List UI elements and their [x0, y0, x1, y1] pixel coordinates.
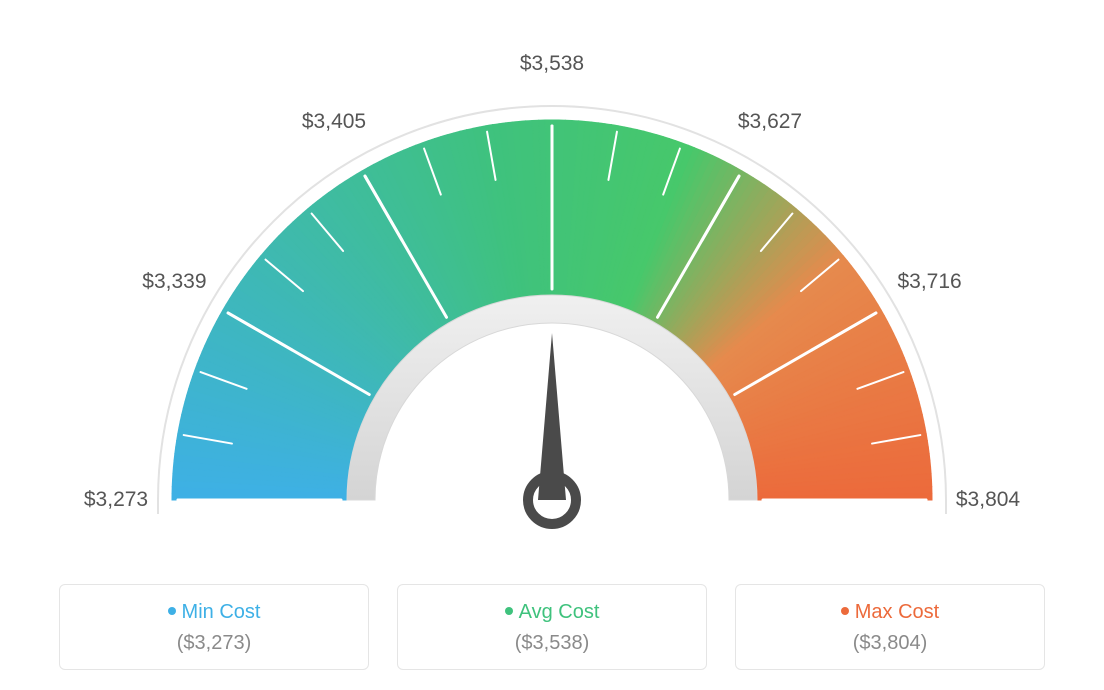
legend-min-value: ($3,273) — [60, 632, 368, 655]
gauge-tick-label: $3,804 — [956, 488, 1020, 512]
legend-card-avg: Avg Cost ($3,538) — [397, 584, 707, 670]
legend-avg-title: Avg Cost — [398, 601, 706, 624]
legend-row: Min Cost ($3,273) Avg Cost ($3,538) Max … — [0, 584, 1104, 670]
gauge-chart: $3,273 $3,339 $3,405 $3,538 $3,627 $3,716 $3,8… — [0, 0, 1104, 560]
gauge-tick-label: $3,716 — [897, 270, 961, 294]
legend-card-max: Max Cost ($3,804) — [735, 584, 1045, 670]
gauge-tick-label: $3,405 — [302, 110, 366, 134]
legend-avg-title-text: Avg Cost — [519, 601, 600, 623]
legend-max-title-text: Max Cost — [855, 601, 939, 623]
legend-card-min: Min Cost ($3,273) — [59, 584, 369, 670]
gauge-tick-label: $3,538 — [520, 52, 584, 76]
legend-avg-value: ($3,538) — [398, 632, 706, 655]
legend-min-title: Min Cost — [60, 601, 368, 624]
dot-icon — [505, 607, 513, 615]
gauge-tick-label: $3,627 — [738, 110, 802, 134]
legend-min-title-text: Min Cost — [182, 601, 261, 623]
legend-max-value: ($3,804) — [736, 632, 1044, 655]
gauge-tick-label: $3,273 — [84, 488, 148, 512]
legend-max-title: Max Cost — [736, 601, 1044, 624]
gauge-svg — [102, 40, 1002, 560]
dot-icon — [841, 607, 849, 615]
dot-icon — [168, 607, 176, 615]
gauge-tick-label: $3,339 — [142, 270, 206, 294]
